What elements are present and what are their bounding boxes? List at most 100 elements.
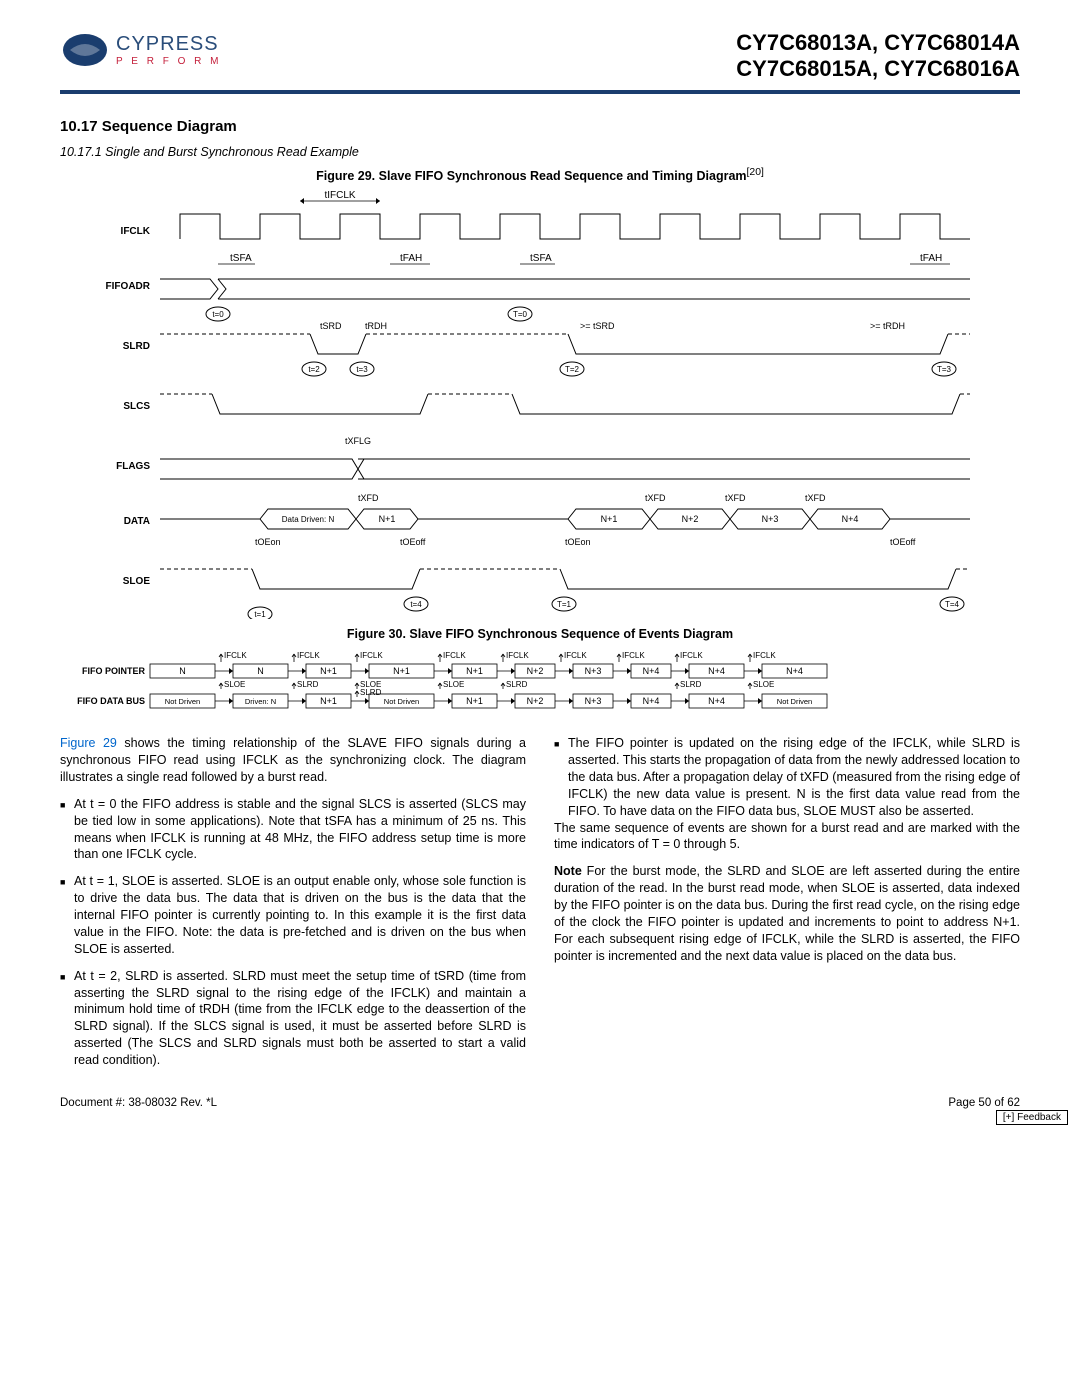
svg-text:IFCLK: IFCLK [360, 651, 383, 660]
svg-text:N+4: N+4 [643, 696, 660, 706]
svg-text:t=3: t=3 [356, 365, 368, 374]
svg-text:SLRD: SLRD [123, 341, 150, 352]
svg-text:tFAH: tFAH [400, 253, 422, 264]
part-line-1: CY7C68013A, CY7C68014A [736, 30, 1020, 56]
svg-text:IFCLK: IFCLK [506, 651, 529, 660]
svg-text:N+1: N+1 [601, 514, 618, 524]
svg-text:tXFLG: tXFLG [345, 436, 371, 446]
svg-text:N+1: N+1 [379, 514, 396, 524]
svg-text:tSFA: tSFA [530, 253, 552, 264]
svg-text:N+1: N+1 [466, 666, 483, 676]
para-note: Note For the burst mode, the SLRD and SL… [554, 863, 1020, 964]
svg-text:IFCLK: IFCLK [680, 651, 703, 660]
svg-text:SLRD: SLRD [506, 680, 528, 689]
svg-text:N+1: N+1 [393, 666, 410, 676]
svg-text:FIFO DATA BUS: FIFO DATA BUS [77, 696, 145, 706]
svg-text:IFCLK: IFCLK [224, 651, 247, 660]
svg-text:N+2: N+2 [682, 514, 699, 524]
svg-text:N+1: N+1 [466, 696, 483, 706]
svg-text:DATA: DATA [124, 516, 150, 527]
svg-text:T=0: T=0 [513, 310, 528, 319]
svg-text:N+4: N+4 [842, 514, 859, 524]
logo-word: CYPRESS [116, 33, 222, 56]
svg-text:N+4: N+4 [786, 666, 803, 676]
page-number: Page 50 of 62 [948, 1097, 1020, 1109]
figure-29-timing-diagram: IFCLK tIFCLK FIFOADR tSFA tFAH tSFA tFAH… [90, 189, 990, 619]
svg-text:tXFD: tXFD [725, 493, 746, 503]
svg-text:N+2: N+2 [527, 666, 544, 676]
svg-text:tIFCLK: tIFCLK [324, 190, 355, 201]
svg-text:N+3: N+3 [585, 666, 602, 676]
svg-text:SLRD: SLRD [297, 680, 319, 689]
svg-text:N+2: N+2 [527, 696, 544, 706]
svg-text:FIFOADR: FIFOADR [106, 281, 151, 292]
svg-text:IFCLK: IFCLK [753, 651, 776, 660]
part-numbers: CY7C68013A, CY7C68014A CY7C68015A, CY7C6… [736, 30, 1020, 82]
svg-text:N+4: N+4 [708, 696, 725, 706]
svg-text:Not Driven: Not Driven [384, 697, 419, 706]
svg-text:Not Driven: Not Driven [165, 697, 200, 706]
svg-text:IFCLK: IFCLK [121, 226, 151, 237]
svg-text:N+4: N+4 [708, 666, 725, 676]
svg-text:N+1: N+1 [320, 696, 337, 706]
svg-text:tSRD: tSRD [320, 321, 342, 331]
logo-subtext: P E R F O R M [116, 56, 222, 67]
svg-text:t=2: t=2 [308, 365, 320, 374]
svg-text:tFAH: tFAH [920, 253, 942, 264]
svg-text:T=2: T=2 [565, 365, 580, 374]
bullet-t1: At t = 1, SLOE is asserted. SLOE is an o… [60, 873, 526, 957]
header-rule [60, 90, 1020, 94]
section-heading: 10.17 Sequence Diagram [60, 118, 1020, 135]
svg-text:Not Driven: Not Driven [777, 697, 812, 706]
svg-text:N+3: N+3 [762, 514, 779, 524]
svg-text:Data Driven: N: Data Driven: N [282, 515, 335, 524]
svg-text:N+3: N+3 [585, 696, 602, 706]
svg-text:t=0: t=0 [212, 310, 224, 319]
svg-text:tOEon: tOEon [565, 537, 591, 547]
page-header: CYPRESS P E R F O R M CY7C68013A, CY7C68… [60, 30, 1020, 82]
svg-text:tXFD: tXFD [645, 493, 666, 503]
svg-text:tRDH: tRDH [365, 321, 387, 331]
svg-text:N: N [179, 666, 186, 676]
figure-30-caption: Figure 30. Slave FIFO Synchronous Sequen… [60, 627, 1020, 641]
svg-text:SLOE: SLOE [224, 680, 245, 689]
figure-30-events-diagram: FIFO POINTERFIFO DATA BUSNNot DrivenIFCL… [60, 647, 1020, 717]
svg-text:Driven: N: Driven: N [245, 697, 276, 706]
svg-text:FLAGS: FLAGS [116, 461, 150, 472]
bullet-t0: At t = 0 the FIFO address is stable and … [60, 796, 526, 864]
svg-text:t=4: t=4 [410, 600, 422, 609]
svg-text:tOEon: tOEon [255, 537, 281, 547]
svg-text:>= tSRD: >= tSRD [580, 321, 615, 331]
cypress-logo-icon [60, 30, 110, 70]
body-text: Figure 29 shows the timing relationship … [60, 735, 1020, 1069]
svg-text:tOEoff: tOEoff [400, 537, 426, 547]
svg-text:IFCLK: IFCLK [564, 651, 587, 660]
logo-block: CYPRESS P E R F O R M [60, 30, 222, 70]
figure-29-link[interactable]: Figure 29 [60, 736, 117, 750]
bullet-t2: At t = 2, SLRD is asserted. SLRD must me… [60, 968, 526, 1069]
svg-text:N+4: N+4 [643, 666, 660, 676]
svg-text:t=1: t=1 [254, 610, 266, 619]
para-1: Figure 29 shows the timing relationship … [60, 735, 526, 786]
part-line-2: CY7C68015A, CY7C68016A [736, 56, 1020, 82]
svg-text:tOEoff: tOEoff [890, 537, 916, 547]
svg-text:>= tRDH: >= tRDH [870, 321, 905, 331]
svg-text:T=4: T=4 [945, 600, 960, 609]
svg-text:N+1: N+1 [320, 666, 337, 676]
bullet-fifo-pointer: The FIFO pointer is updated on the risin… [554, 735, 1020, 819]
svg-text:SLOE: SLOE [123, 576, 151, 587]
svg-text:IFCLK: IFCLK [297, 651, 320, 660]
svg-text:IFCLK: IFCLK [443, 651, 466, 660]
svg-text:tXFD: tXFD [358, 493, 379, 503]
svg-text:IFCLK: IFCLK [622, 651, 645, 660]
para-burst: The same sequence of events are shown fo… [554, 820, 1020, 854]
svg-text:tXFD: tXFD [805, 493, 826, 503]
svg-text:N: N [257, 666, 264, 676]
page-footer: Document #: 38-08032 Rev. *L Page 50 of … [60, 1097, 1020, 1109]
feedback-button[interactable]: [+] Feedback [996, 1110, 1068, 1125]
svg-text:T=1: T=1 [557, 600, 572, 609]
svg-text:SLRD: SLRD [360, 688, 382, 697]
svg-text:tSFA: tSFA [230, 253, 252, 264]
document-number: Document #: 38-08032 Rev. *L [60, 1097, 217, 1109]
svg-text:T=3: T=3 [937, 365, 952, 374]
